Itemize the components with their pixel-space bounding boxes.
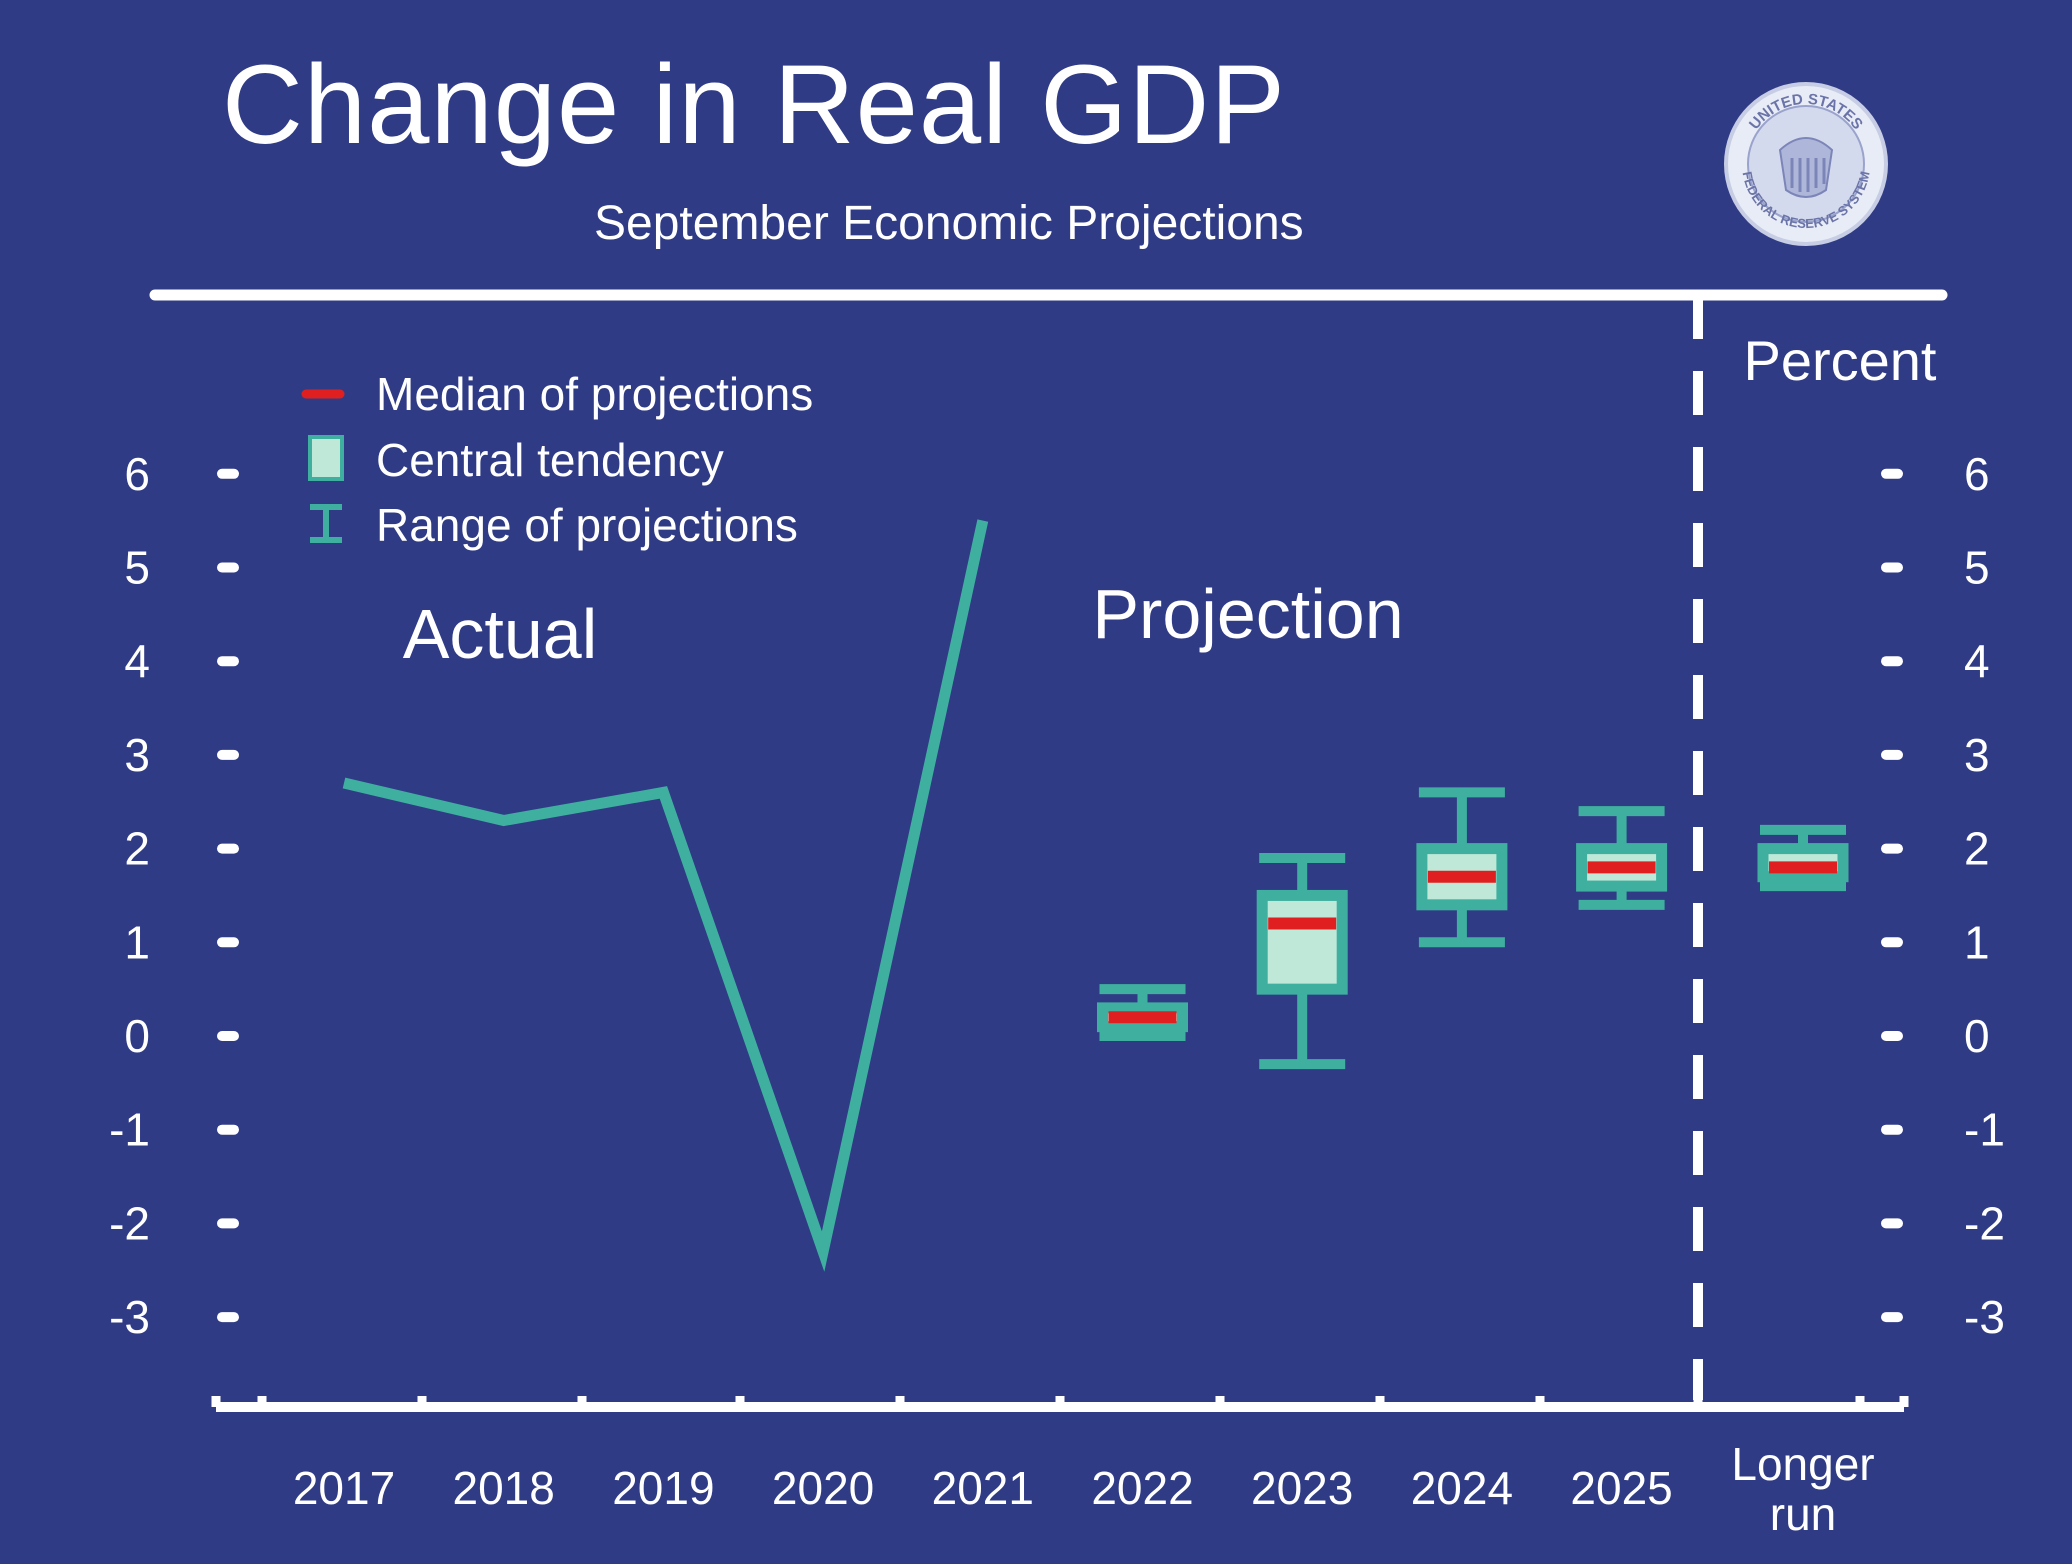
y-tick-label-right: 5: [1964, 542, 1990, 594]
y-tick-label-left: -2: [109, 1197, 150, 1249]
x-tick-label: 2020: [772, 1462, 874, 1514]
actual-gdp-line: [342, 519, 989, 1272]
x-tick-label: 2025: [1570, 1462, 1672, 1514]
legend-median-label: Median of projections: [376, 368, 813, 420]
y-tick-label-left: 5: [124, 542, 150, 594]
actual-section-label: Actual: [403, 595, 598, 673]
y-tick-label-right: -3: [1964, 1291, 2005, 1343]
x-tick-label: run: [1770, 1488, 1836, 1540]
federal-reserve-seal-icon: UNITED STATES FEDERAL RESERVE SYSTEM: [1724, 82, 1888, 246]
y-tick-label-right: 3: [1964, 729, 1990, 781]
chart-subtitle: September Economic Projections: [594, 197, 1304, 250]
x-tick-label: 2023: [1251, 1462, 1353, 1514]
y-tick-label-right: 2: [1964, 823, 1990, 875]
y-tick-label-right: 1: [1964, 916, 1990, 968]
y-tick-label-left: 3: [124, 729, 150, 781]
x-tick-label: 2019: [612, 1462, 714, 1514]
legend-range-swatch: [310, 504, 342, 543]
y-tick-label-right: -2: [1964, 1197, 2005, 1249]
legend-central-tendency-label: Central tendency: [376, 434, 724, 486]
unit-label: Percent: [1744, 329, 1937, 392]
x-tick-label: 2018: [453, 1462, 555, 1514]
x-tick-label: 2024: [1411, 1462, 1513, 1514]
y-tick-label-right: 6: [1964, 448, 1990, 500]
central-tendency-box: [1256, 889, 1348, 995]
y-tick-label-right: 4: [1964, 635, 1990, 687]
y-tick-label-right: -1: [1964, 1104, 2005, 1156]
y-tick-label-left: 4: [124, 635, 150, 687]
y-tick-label-left: 0: [124, 1010, 150, 1062]
y-tick-label-left: 6: [124, 448, 150, 500]
y-tick-label-left: 1: [124, 916, 150, 968]
y-tick-label-left: -3: [109, 1291, 150, 1343]
projection-section-label: Projection: [1092, 575, 1403, 653]
y-tick-label-left: -1: [109, 1104, 150, 1156]
y-tick-label-left: 2: [124, 823, 150, 875]
chart-title: Change in Real GDP: [222, 42, 1286, 167]
legend-range-label: Range of projections: [376, 499, 798, 551]
x-tick-label: 2022: [1091, 1462, 1193, 1514]
x-tick-label: Longer: [1731, 1438, 1874, 1490]
x-tick-label: 2017: [293, 1462, 395, 1514]
legend-central-tendency-swatch: [308, 435, 344, 481]
y-tick-label-right: 0: [1964, 1010, 1990, 1062]
x-tick-label: 2021: [932, 1462, 1034, 1514]
